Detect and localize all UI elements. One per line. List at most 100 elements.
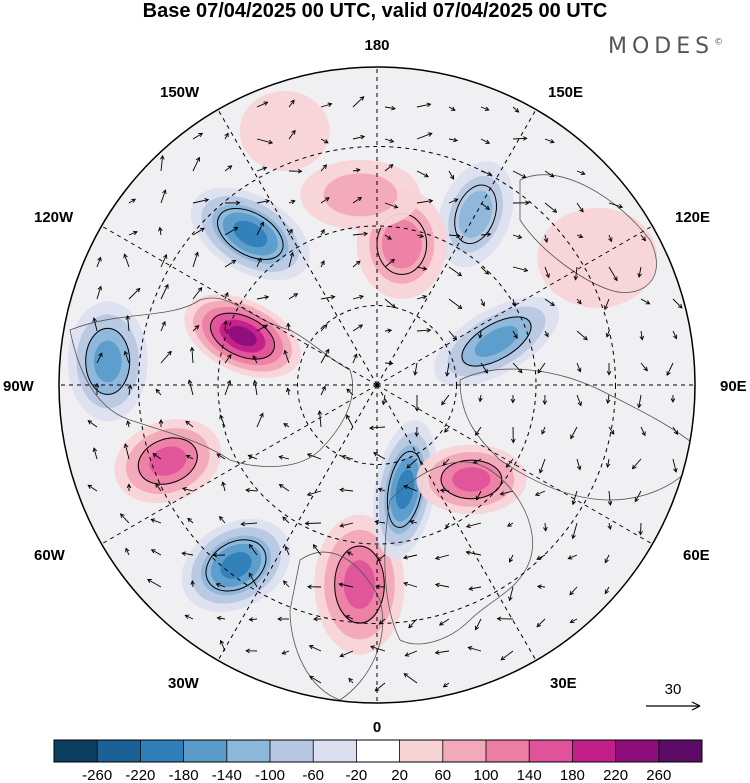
wind-arrow	[404, 650, 418, 657]
wind-arrow	[608, 426, 615, 435]
wind-arrow	[406, 458, 418, 469]
wind-arrow	[448, 330, 458, 341]
wind-arrow	[248, 543, 258, 556]
wind-arrow	[408, 618, 418, 629]
colorbar-swatch	[270, 740, 314, 762]
wind-arrow	[536, 584, 546, 589]
wind-arrow	[439, 488, 450, 493]
wind-arrow	[245, 648, 258, 654]
wind-arrow	[341, 454, 354, 460]
wind-arrow	[604, 554, 610, 564]
wind-arrow	[434, 554, 450, 561]
wind-arrow	[512, 200, 530, 206]
wind-arrow	[571, 522, 578, 540]
wind-arrow	[512, 136, 528, 141]
wind-vectors	[87, 96, 683, 692]
wind-arrow	[312, 544, 322, 556]
wind-arrow	[219, 414, 226, 428]
colorbar-swatch	[313, 740, 357, 762]
wind-arrow	[256, 101, 269, 108]
wind-arrow	[352, 168, 361, 173]
anomaly-isoline	[461, 316, 532, 367]
wind-arrow	[224, 354, 232, 364]
latitude-circle	[138, 146, 616, 624]
wind-arrow	[573, 266, 579, 281]
wind-arrow	[187, 517, 194, 524]
wind-arrow	[448, 170, 455, 180]
wind-arrow	[352, 231, 369, 237]
wind-arrow	[320, 385, 326, 396]
wind-arrow	[605, 394, 611, 405]
anomaly-isoline	[209, 312, 276, 360]
wind-arrow	[604, 586, 610, 595]
wind-arrow	[576, 458, 582, 471]
wind-arrow	[352, 96, 365, 108]
wind-arrow	[127, 384, 133, 396]
wind-arrow	[181, 551, 194, 556]
wind-arrow	[666, 362, 674, 376]
wind-arrow	[190, 580, 195, 588]
wind-arrow	[416, 198, 434, 204]
wind-arrow	[119, 513, 130, 524]
wind-arrow	[448, 198, 459, 204]
anomaly-contour	[537, 207, 658, 308]
wind-arrow	[192, 325, 200, 332]
wind-arrow	[384, 202, 399, 209]
wind-arrow	[499, 490, 514, 496]
colorbar-label: -260	[82, 767, 112, 783]
anomaly-cell	[184, 294, 301, 378]
wind-arrow	[288, 199, 296, 205]
anomaly-contour	[452, 467, 491, 492]
anomaly-contour	[343, 560, 376, 609]
wind-arrow	[538, 458, 546, 474]
wind-arrow	[606, 363, 612, 376]
wind-arrow	[158, 226, 163, 236]
wind-arrow	[512, 266, 529, 273]
colorbar-swatch	[399, 740, 444, 762]
map-title: Base 07/04/2025 00 UTC, valid 07/04/2025…	[142, 0, 608, 22]
wind-arrow	[155, 388, 162, 396]
wind-arrow	[534, 490, 546, 496]
wind-arrow	[634, 490, 642, 503]
wind-arrow	[434, 650, 450, 655]
meridian	[217, 109, 378, 386]
wind-arrow	[670, 394, 676, 403]
wind-arrow	[338, 582, 354, 588]
wind-arrow	[339, 650, 354, 658]
anomaly-cell	[537, 207, 658, 308]
lon-label-150w: 150W	[160, 84, 200, 101]
anomaly-isoline	[137, 437, 198, 485]
wind-arrow	[384, 164, 394, 172]
wind-arrow	[283, 349, 290, 364]
wind-arrow	[416, 294, 428, 300]
wind-arrow	[339, 487, 354, 493]
anomaly-cell	[300, 159, 421, 230]
wind-arrow	[282, 580, 290, 588]
wind-arrow	[219, 639, 226, 652]
wind-arrow	[416, 327, 432, 333]
wind-arrow	[160, 320, 166, 332]
wind-arrow	[474, 618, 482, 631]
wind-arrow	[640, 426, 646, 437]
wind-arrow	[376, 554, 386, 562]
wind-arrow	[567, 554, 578, 560]
wind-arrow	[252, 379, 258, 396]
wind-arrow	[125, 547, 130, 556]
wind-arrow	[87, 420, 98, 428]
wind-arrow	[192, 198, 210, 204]
anomaly-contour	[458, 190, 493, 238]
wind-arrow	[128, 230, 138, 236]
latitude-circle	[217, 225, 537, 545]
wind-arrow	[252, 354, 258, 364]
wind-arrow	[87, 484, 98, 492]
wind-arrow	[352, 353, 358, 364]
wind-arrow	[570, 426, 578, 440]
anomaly-field	[67, 91, 658, 655]
wind-arrow	[444, 426, 450, 433]
wind-arrow	[508, 586, 514, 602]
wind-arrow	[637, 266, 642, 278]
wind-arrow	[374, 682, 386, 692]
colorbar-swatch	[529, 740, 573, 762]
colorbar-label: 180	[560, 767, 585, 783]
colorbar-label: 140	[517, 767, 542, 783]
